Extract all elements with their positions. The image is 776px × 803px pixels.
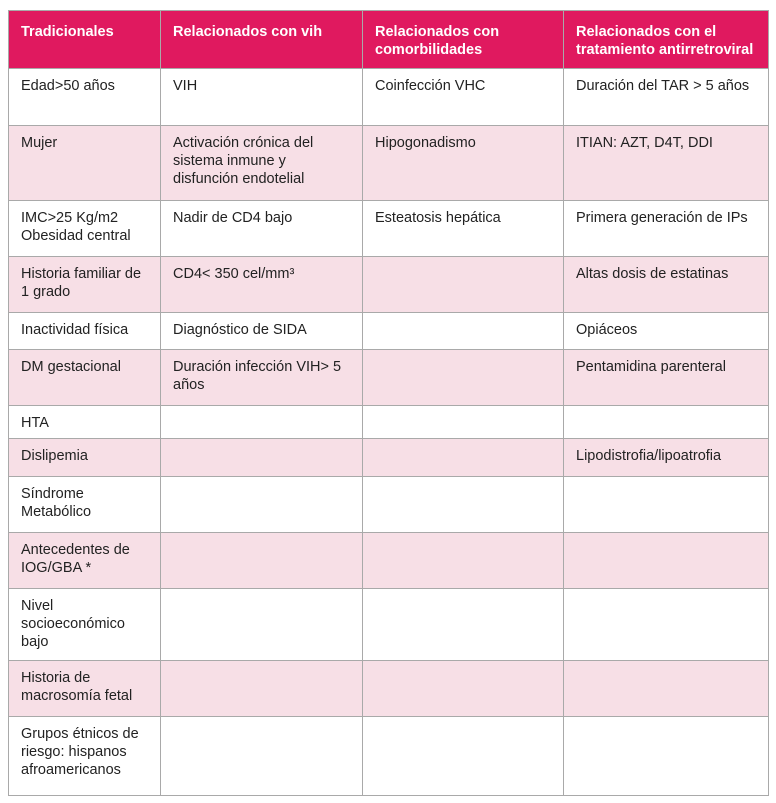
table-cell: HTA (8, 405, 161, 439)
empty-cell (160, 588, 363, 661)
table-cell: IMC>25 Kg/m2 Obesidad central (8, 200, 161, 257)
empty-cell (362, 660, 564, 717)
empty-cell (362, 349, 564, 406)
table-cell: Lipodistrofia/lipoatrofia (563, 438, 769, 477)
table-cell: Grupos étnicos de riesgo: hispanos afroa… (8, 716, 161, 796)
table-row: HTA (8, 405, 769, 439)
table-cell: Historia familiar de 1 grado (8, 256, 161, 313)
empty-cell (362, 312, 564, 350)
header-row: Tradicionales Relacionados con vih Relacio… (8, 10, 769, 69)
empty-cell (362, 716, 564, 796)
table-row: Edad>50 años VIH Coinfección VHC Duración d… (8, 68, 769, 126)
table-cell: Hipogonadismo (362, 125, 564, 201)
table-cell: Altas dosis de estatinas (563, 256, 769, 313)
table-cell: Mujer (8, 125, 161, 201)
table-cell: Esteatosis hepática (362, 200, 564, 257)
empty-cell (160, 438, 363, 477)
table-cell: Pentamidina parenteral (563, 349, 769, 406)
header-cell: Relacionados con vih (160, 10, 363, 69)
table-cell: Activación crónica del sistema inmune y … (160, 125, 363, 201)
table-row: DM gestacional Duración infección VIH> 5 … (8, 349, 769, 406)
table-cell: Nadir de CD4 bajo (160, 200, 363, 257)
table-cell: Historia de macrosomía fetal (8, 660, 161, 717)
table-cell: ITIAN: AZT, D4T, DDI (563, 125, 769, 201)
table-row: Dislipemia Lipodistrofia/lipoatrofia (8, 438, 769, 477)
table-row: IMC>25 Kg/m2 Obesidad central Nadir de CD… (8, 200, 769, 257)
empty-cell (160, 405, 363, 439)
empty-cell (563, 405, 769, 439)
empty-cell (362, 588, 564, 661)
empty-cell (563, 532, 769, 589)
empty-cell (160, 532, 363, 589)
table-cell: Duración infección VIH> 5 años (160, 349, 363, 406)
table-cell: Diagnóstico de SIDA (160, 312, 363, 350)
table-row: Mujer Activación crónica del sistema inmu… (8, 125, 769, 201)
empty-cell (563, 660, 769, 717)
empty-cell (362, 532, 564, 589)
empty-cell (563, 476, 769, 533)
header-cell: Tradicionales (8, 10, 161, 69)
header-cell: Relacionados con el tratamiento antirret… (563, 10, 769, 69)
table-cell: Antecedentes de IOG/GBA * (8, 532, 161, 589)
empty-cell (563, 716, 769, 796)
empty-cell (160, 660, 363, 717)
table-cell: Dislipemia (8, 438, 161, 477)
table-cell: Coinfección VHC (362, 68, 564, 126)
table-cell: Edad>50 años (8, 68, 161, 126)
table-cell: VIH (160, 68, 363, 126)
risk-table: Tradicionales Relacionados con vih Relacio… (8, 10, 769, 796)
empty-cell (160, 476, 363, 533)
table-row: Síndrome Metabólico (8, 476, 769, 533)
table-cell: Opiáceos (563, 312, 769, 350)
empty-cell (362, 256, 564, 313)
empty-cell (563, 588, 769, 661)
table-cell: Nivel socioeconómico bajo (8, 588, 161, 661)
table-cell: Duración del TAR > 5 años (563, 68, 769, 126)
table-cell: CD4< 350 cel/mm³ (160, 256, 363, 313)
table-row: Inactividad física Diagnóstico de SIDA Opi… (8, 312, 769, 350)
empty-cell (362, 405, 564, 439)
header-cell: Relacionados con comorbilidades (362, 10, 564, 69)
table-row: Historia familiar de 1 grado CD4< 350 cel… (8, 256, 769, 313)
table-row: Nivel socioeconómico bajo (8, 588, 769, 661)
table-cell: Primera generación de IPs (563, 200, 769, 257)
table-cell: Inactividad física (8, 312, 161, 350)
empty-cell (160, 716, 363, 796)
table-cell: DM gestacional (8, 349, 161, 406)
table-row: Antecedentes de IOG/GBA * (8, 532, 769, 589)
table-row: Grupos étnicos de riesgo: hispanos afroa… (8, 716, 769, 796)
empty-cell (362, 476, 564, 533)
table-row: Historia de macrosomía fetal (8, 660, 769, 717)
empty-cell (362, 438, 564, 477)
table-cell: Síndrome Metabólico (8, 476, 161, 533)
table-body: Edad>50 años VIH Coinfección VHC Duración d… (8, 68, 769, 796)
